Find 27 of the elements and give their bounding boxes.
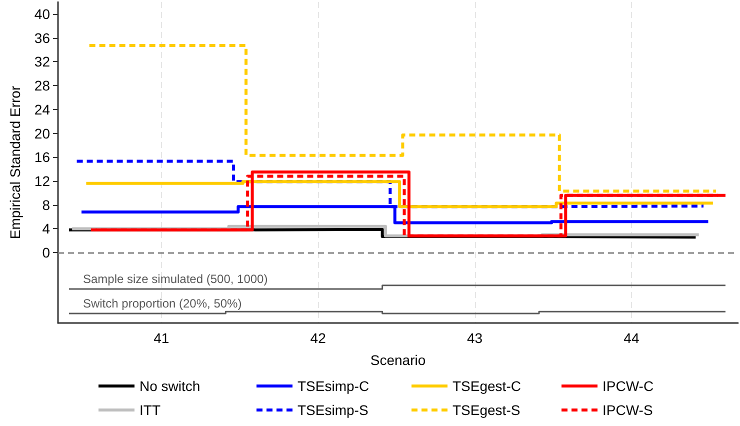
legend-label: TSEsimp-S (298, 402, 368, 418)
y-tick-label: 0 (42, 244, 50, 261)
x-axis-title: Scenario (370, 352, 426, 368)
y-tick-label: 16 (34, 149, 50, 166)
legend-label: ITT (140, 402, 161, 418)
y-tick-label: 40 (34, 6, 50, 22)
series-label: Sample size simulated (500, 1000) (82, 272, 268, 286)
y-tick-label: 4 (42, 220, 50, 237)
x-tick-label: 43 (466, 330, 483, 346)
x-tick-label: 44 (624, 330, 640, 346)
y-tick-label: 36 (34, 30, 50, 46)
legend-label: IPCW-C (602, 378, 654, 394)
y-tick-label: 32 (34, 54, 50, 70)
legend-label: No switch (140, 378, 200, 394)
y-axis-title: Empirical Standard Error (7, 86, 23, 240)
x-tick-label: 42 (310, 330, 326, 346)
series-label: Switch proportion (20%, 50%) (82, 296, 242, 310)
y-tick-label: 28 (34, 78, 50, 94)
legend-label: TSEgest-C (452, 378, 521, 394)
y-tick-label: 12 (34, 172, 50, 189)
y-tick-label: 24 (34, 101, 50, 118)
legend-label: IPCW-S (602, 402, 653, 418)
legend-label: TSEsimp-C (298, 378, 370, 394)
legend-label: TSEgest-S (452, 402, 520, 418)
y-tick-label: 20 (34, 125, 50, 142)
x-tick-label: 41 (154, 330, 170, 346)
y-tick-label: 8 (42, 196, 50, 213)
